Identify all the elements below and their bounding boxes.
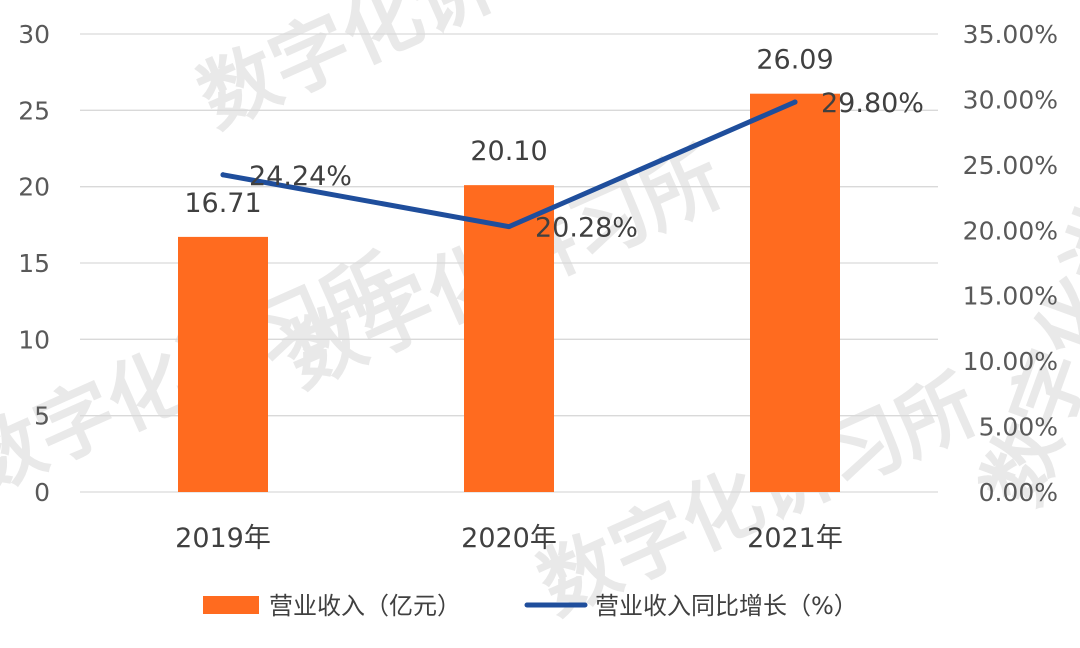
right-tick-label: 0.00% <box>979 478 1058 507</box>
category-label: 2021年 <box>747 523 843 554</box>
bar-data-label: 26.09 <box>756 45 833 76</box>
right-tick-label: 20.00% <box>963 216 1058 245</box>
right-tick-label: 15.00% <box>963 282 1058 311</box>
legend-label-bar: 营业收入（亿元） <box>269 592 461 620</box>
bar-series <box>178 93 840 493</box>
left-axis: 0 5 10 15 20 25 30 <box>18 20 50 507</box>
x-axis: 2019年 2020年 2021年 <box>175 523 843 554</box>
right-tick-label: 10.00% <box>963 347 1058 376</box>
bar-data-labels: 16.71 20.10 26.09 <box>184 45 833 219</box>
legend-label-line: 营业收入同比增长（%） <box>595 592 858 620</box>
right-axis: 0.00% 5.00% 10.00% 15.00% 20.00% 25.00% 30.00%… <box>963 20 1058 507</box>
line-data-labels: 24.24% 20.28% 29.80% <box>249 88 924 244</box>
watermark-text: 数字化讲习所 <box>186 0 650 145</box>
legend-swatch-bar <box>203 596 259 614</box>
line-point <box>220 172 226 178</box>
bar <box>464 185 554 492</box>
bar <box>178 236 268 492</box>
left-tick-label: 0 <box>34 478 50 507</box>
left-tick-label: 15 <box>18 249 50 278</box>
category-label: 2020年 <box>461 523 557 554</box>
right-tick-label: 25.00% <box>963 151 1058 180</box>
left-tick-label: 20 <box>18 173 50 202</box>
left-tick-label: 25 <box>18 96 50 125</box>
right-tick-label: 5.00% <box>979 413 1058 442</box>
bar-data-label: 16.71 <box>184 188 261 219</box>
legend: 营业收入（亿元） 营业收入同比增长（%） <box>203 592 858 620</box>
bar-data-label: 20.10 <box>470 136 547 167</box>
left-tick-label: 5 <box>34 402 50 431</box>
right-tick-label: 35.00% <box>963 20 1058 49</box>
line-data-label: 24.24% <box>249 161 352 192</box>
line-series <box>220 99 798 230</box>
line-data-label: 29.80% <box>821 88 924 119</box>
bar <box>750 93 840 493</box>
line-point <box>792 99 798 105</box>
left-tick-label: 30 <box>18 20 50 49</box>
line-data-label: 20.28% <box>535 213 638 244</box>
category-label: 2019年 <box>175 523 271 554</box>
line-point <box>506 224 512 230</box>
left-tick-label: 10 <box>18 325 50 354</box>
right-tick-label: 30.00% <box>963 85 1058 114</box>
